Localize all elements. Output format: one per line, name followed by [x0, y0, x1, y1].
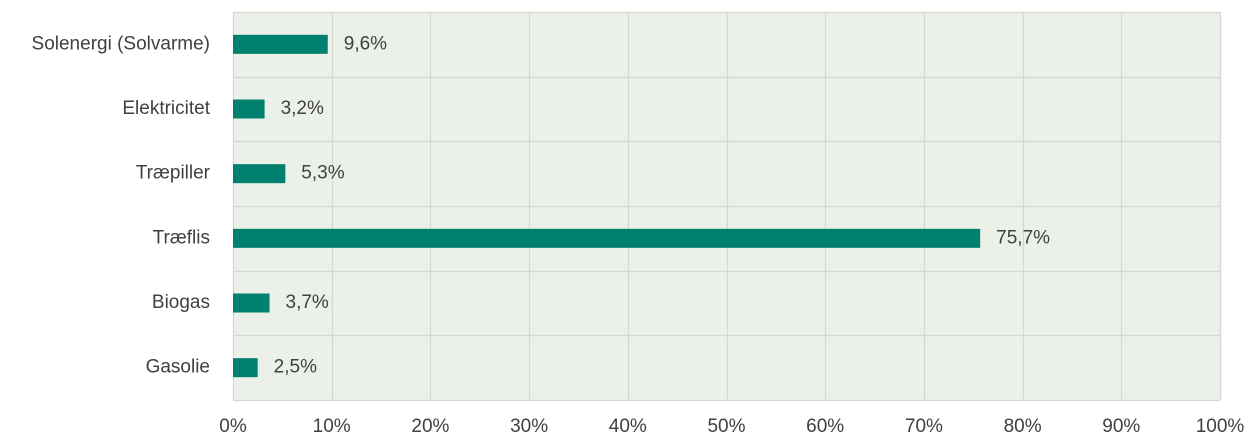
data-label: 2,5%	[274, 357, 317, 378]
category-label: Træpiller	[136, 163, 211, 184]
x-tick-label: 20%	[411, 416, 449, 437]
data-label: 5,3%	[301, 163, 344, 184]
x-tick-label: 40%	[609, 416, 647, 437]
bar-series: 9,6% 3,2% 5,3% 75,7% 3,7% 2,5%	[233, 33, 1050, 378]
x-tick-label: 50%	[707, 416, 745, 437]
category-label: Gasolie	[146, 357, 210, 378]
x-tick-label: 60%	[806, 416, 844, 437]
category-label: Solenergi (Solvarme)	[32, 33, 210, 54]
bar	[233, 358, 258, 378]
bar	[233, 228, 981, 248]
bar	[233, 293, 270, 313]
x-tick-label: 70%	[905, 416, 943, 437]
x-tick-label: 10%	[313, 416, 351, 437]
category-label: Træflis	[153, 227, 210, 248]
data-label: 3,7%	[286, 292, 329, 313]
x-tick-label: 80%	[1004, 416, 1042, 437]
x-axis: 0% 10% 20% 30% 40% 50% 60% 70% 80% 90% 100%	[219, 416, 1244, 437]
x-tick-label: 30%	[510, 416, 548, 437]
x-tick-label: 90%	[1102, 416, 1140, 437]
category-label: Biogas	[152, 292, 210, 313]
x-tick-label: 0%	[219, 416, 247, 437]
bar	[233, 164, 286, 184]
x-tick-label: 100%	[1196, 416, 1245, 437]
data-label: 9,6%	[344, 33, 387, 54]
category-label: Elektricitet	[122, 98, 210, 119]
grid-lines	[232, 11, 1222, 402]
bar	[233, 99, 265, 119]
bar	[233, 34, 328, 54]
data-label: 3,2%	[281, 98, 324, 119]
category-axis: Solenergi (Solvarme) Elektricitet Træpille…	[32, 33, 211, 377]
data-label: 75,7%	[996, 227, 1050, 248]
